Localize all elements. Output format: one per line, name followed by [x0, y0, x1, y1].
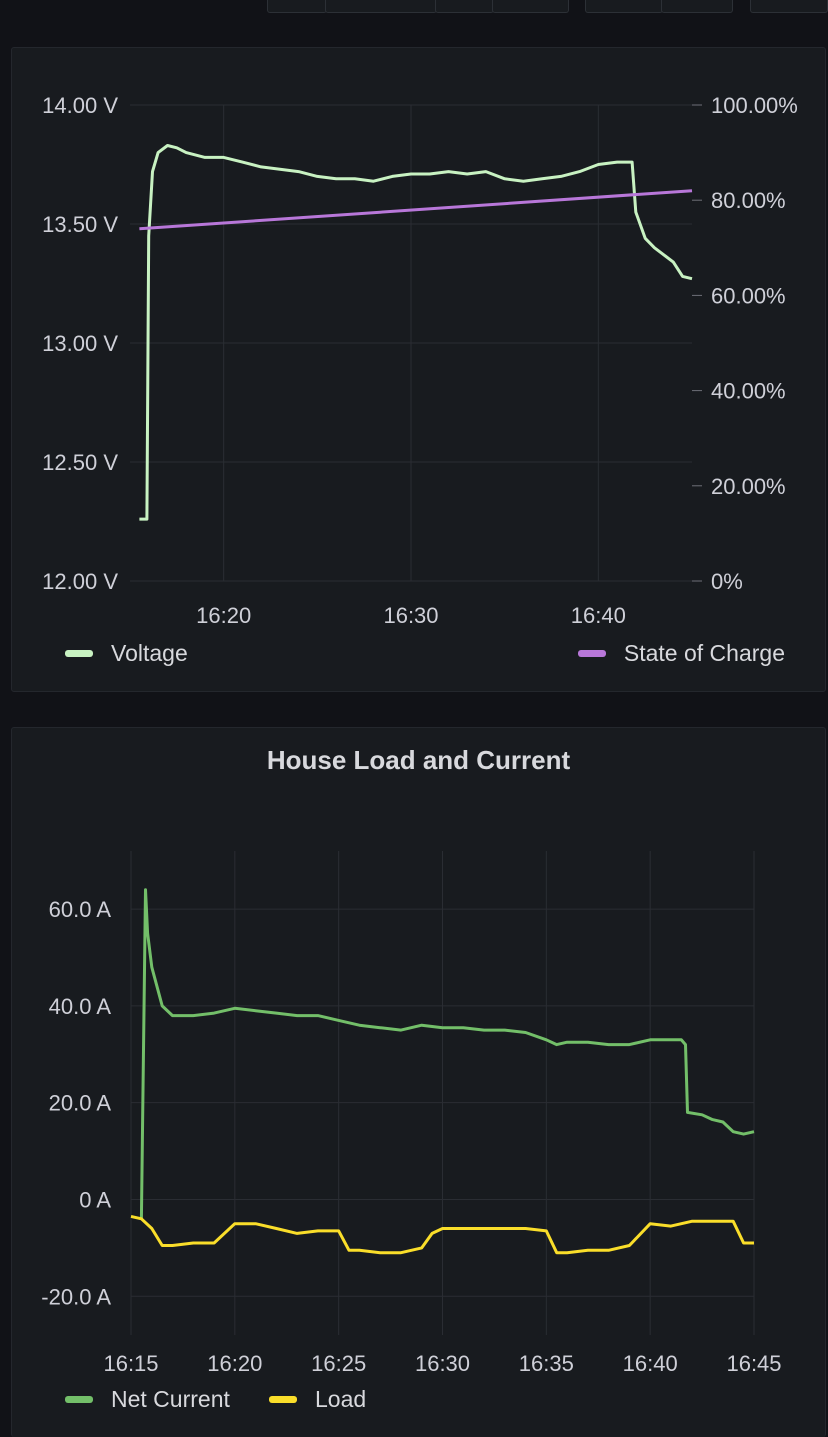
x-tick-label: 16:40 [571, 603, 626, 628]
toolbar-button[interactable] [750, 0, 828, 13]
y-tick-label: 0 A [79, 1187, 111, 1212]
legend-item-load[interactable]: Load [269, 1386, 366, 1413]
y-tick-label-left: 13.50 V [42, 212, 118, 237]
toolbar-button[interactable] [435, 0, 494, 13]
x-tick-label: 16:20 [207, 1351, 262, 1376]
x-tick-label: 16:30 [415, 1351, 470, 1376]
y-tick-label: 20.0 A [49, 1091, 112, 1116]
x-tick-label: 16:35 [519, 1351, 574, 1376]
legend-swatch-load [269, 1396, 297, 1403]
legend-label-net-current: Net Current [111, 1386, 230, 1412]
x-tick-label: 16:20 [196, 603, 251, 628]
toolbar-button[interactable] [267, 0, 327, 13]
y-tick-label-right: 60.00% [711, 283, 786, 308]
x-tick-label: 16:25 [311, 1351, 366, 1376]
panel-title: House Load and Current [266, 745, 571, 775]
toolbar-button[interactable] [492, 0, 569, 13]
legend-item-voltage[interactable]: Voltage [65, 640, 188, 667]
x-tick-label: 16:45 [726, 1351, 781, 1376]
y-tick-label: 40.0 A [49, 994, 112, 1019]
voltage-soc-panel[interactable]: 12.00 V 12.50 V 13.00 V 13.50 V 14.00 V 0% 20.… [11, 47, 826, 692]
toolbar-button[interactable] [325, 0, 437, 13]
y-tick-label-left: 13.00 V [42, 331, 118, 356]
y-tick-label-right: 100.00% [711, 93, 798, 118]
toolbar-button[interactable] [661, 0, 733, 13]
legend-swatch-state-of-charge [577, 650, 606, 657]
series-line-state-of-charge [139, 189, 693, 231]
legend-item-net-current[interactable]: Net Current [65, 1386, 230, 1413]
y-tick-label: 60.0 A [49, 897, 112, 922]
legend-swatch-net-current [65, 1396, 93, 1403]
y-tick-label-left: 12.00 V [42, 569, 118, 594]
y-tick-label-right: 20.00% [711, 474, 786, 499]
y-tick-label: -20.0 A [41, 1284, 111, 1309]
dashboard-toolbar [0, 0, 828, 24]
x-tick-label: 16:40 [623, 1351, 678, 1376]
legend-label-voltage: Voltage [111, 640, 188, 666]
series-line-load [130, 1214, 754, 1255]
toolbar-button[interactable] [585, 0, 663, 13]
house-load-panel[interactable]: House Load and Current -20.0 A 0 A 20.0 A 4… [11, 727, 826, 1437]
legend-label-load: Load [315, 1386, 367, 1412]
house-load-chart[interactable]: -20.0 A 0 A 20.0 A 40.0 A 60.0 A 16:15 16:20 16… [12, 728, 825, 1437]
y-tick-label-left: 12.50 V [42, 450, 118, 475]
voltage-soc-chart[interactable]: 12.00 V 12.50 V 13.00 V 13.50 V 14.00 V 0% 20.… [12, 48, 825, 691]
y-tick-label-right: 40.00% [711, 379, 786, 404]
legend-swatch-voltage [65, 650, 93, 657]
y-tick-label-right: 80.00% [711, 188, 786, 213]
legend-label-state-of-charge: State of Charge [623, 640, 785, 666]
x-tick-label: 16:15 [103, 1351, 158, 1376]
x-tick-label: 16:30 [383, 603, 438, 628]
series-line-voltage [139, 144, 693, 521]
series-line-net-current [139, 888, 755, 1219]
y-tick-label-left: 14.00 V [42, 93, 118, 118]
y-tick-label-right: 0% [711, 569, 743, 594]
legend-item-state-of-charge[interactable]: State of Charge [577, 640, 785, 667]
